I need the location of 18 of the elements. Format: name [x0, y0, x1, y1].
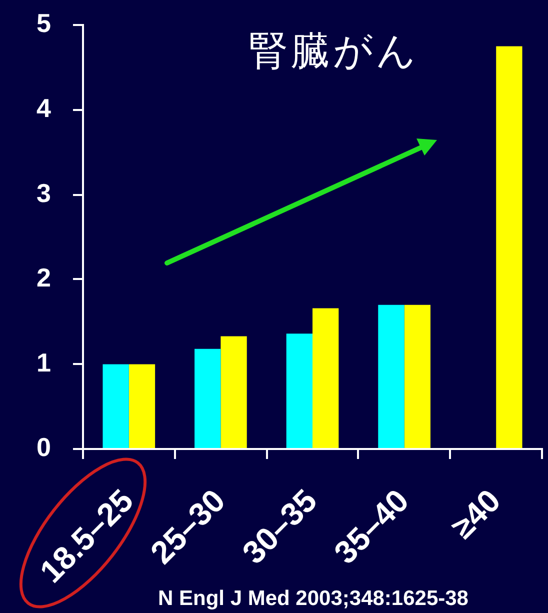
- bar: [312, 308, 339, 448]
- bar: [286, 334, 312, 448]
- y-tick-label: 4: [36, 92, 52, 123]
- chart-title: 腎臓がん: [249, 29, 419, 75]
- y-tick-label: 2: [36, 262, 51, 293]
- bar: [128, 364, 156, 448]
- x-tick-label: ≥40: [444, 482, 508, 546]
- y-tick-label: 0: [36, 432, 51, 462]
- bar: [220, 336, 247, 448]
- bar: [378, 304, 404, 448]
- bar: [404, 304, 430, 448]
- text: N Engl J Med 2003;348:1625-38: [158, 587, 468, 611]
- bar: [194, 348, 221, 448]
- y-tick-label: 3: [36, 178, 51, 208]
- y-tick-label: 1: [36, 347, 51, 378]
- bar: [102, 364, 129, 448]
- bar: [496, 46, 522, 448]
- y-tick-label: 5: [36, 8, 51, 38]
